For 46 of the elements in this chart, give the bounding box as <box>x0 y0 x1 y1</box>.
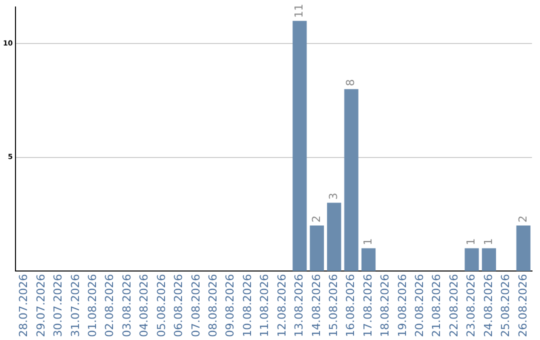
x-tick-label: 07.08.2026 <box>189 274 202 338</box>
x-tick-label: 28.07.2026 <box>17 274 30 338</box>
bar <box>292 20 307 272</box>
x-tick-label: 16.08.2026 <box>344 274 358 338</box>
x-tick-label: 03.08.2026 <box>120 274 134 338</box>
x-tick-label: 11.08.2026 <box>258 274 272 338</box>
x-tick-label: 01.08.2026 <box>86 274 100 338</box>
data-label: 8 <box>344 79 358 86</box>
bar <box>310 226 324 272</box>
x-tick-label: 21.08.2026 <box>430 274 444 338</box>
x-tick-label: 10.08.2026 <box>240 274 254 338</box>
x-tick-label: 30.07.2026 <box>52 274 65 338</box>
x-tick-label: 24.08.2026 <box>482 274 495 338</box>
bar <box>361 248 376 272</box>
bar <box>344 89 358 272</box>
x-tick-label: 26.08.2026 <box>516 274 530 338</box>
x-tick-label: 05.08.2026 <box>154 274 168 338</box>
bar <box>464 248 479 272</box>
x-tick-label: 12.08.2026 <box>275 274 288 338</box>
x-tick-label: 08.08.2026 <box>206 274 220 338</box>
data-label: 2 <box>516 216 530 223</box>
x-tick-label: 29.07.2026 <box>34 274 48 338</box>
x-tick-label: 15.08.2026 <box>326 274 340 338</box>
x-tick-label: 19.08.2026 <box>396 274 409 338</box>
data-label: 11 <box>292 4 306 18</box>
bar <box>516 226 530 272</box>
x-tick-label: 17.08.2026 <box>361 274 374 338</box>
x-tick-label: 09.08.2026 <box>224 274 237 338</box>
data-label: 1 <box>482 238 495 246</box>
x-tick-label: 22.08.2026 <box>447 274 460 338</box>
x-tick-label: 13.08.2026 <box>292 274 306 338</box>
x-tick-label: 23.08.2026 <box>464 274 478 338</box>
x-tick-label: 25.08.2026 <box>499 274 512 338</box>
data-label: 1 <box>464 238 478 246</box>
bar <box>482 248 496 272</box>
x-tick-label: 02.08.2026 <box>103 274 116 338</box>
data-label: 2 <box>310 216 323 223</box>
x-tick-label: 04.08.2026 <box>138 274 151 338</box>
data-label: 1 <box>361 238 374 246</box>
x-tick-label: 18.08.2026 <box>378 274 392 338</box>
data-label: 3 <box>326 192 340 200</box>
x-tick-label: 06.08.2026 <box>172 274 186 338</box>
x-tick-label: 20.08.2026 <box>413 274 426 338</box>
x-tick-label: 14.08.2026 <box>310 274 323 338</box>
x-tick-label: 31.07.2026 <box>68 274 82 338</box>
bar <box>327 202 342 272</box>
